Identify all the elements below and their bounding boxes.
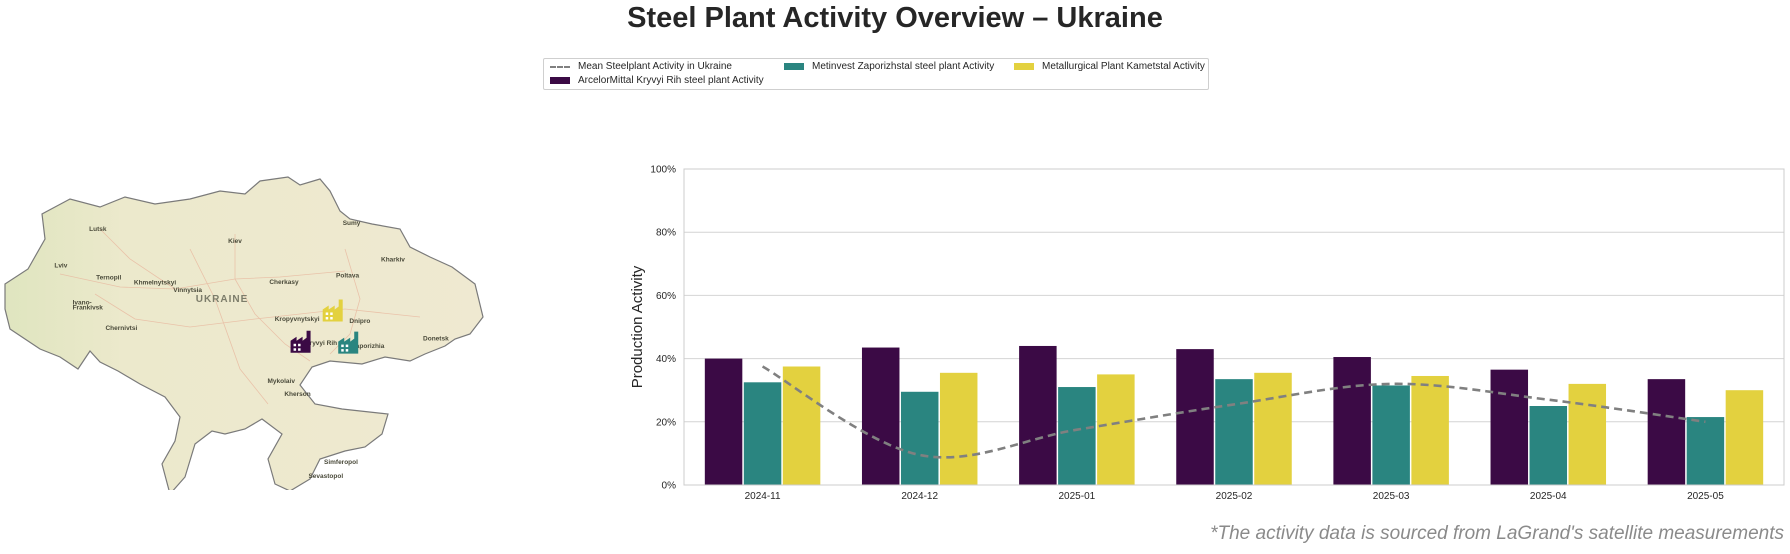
bar-kametstal-2025-01 [1097,374,1135,485]
bar-kametstal-2025-05 [1725,390,1764,485]
legend-dash-mean [550,66,570,68]
map-city-label: Dnipro [349,318,370,325]
map-city-label: Khmelnytskyi [134,280,176,287]
map-city-label: Mykolaiv [267,378,295,385]
data-source-footnote: *The activity data is sourced from LaGra… [1210,523,1784,544]
map-city-label: Poltava [336,273,360,280]
bar-metinvest-2025-03 [1372,385,1410,485]
map-city-label: Donetsk [423,336,449,343]
ukraine-map: Kiev Kharkiv Lviv Lutsk Ternopil Khmelnytskyi… [4,176,484,490]
map-city-label: Kharkiv [381,257,405,264]
y-tick-label: 80% [656,228,676,239]
chart-legend: Mean Steelplant Activity in Ukraine Arce… [543,58,1209,90]
x-tick-label: 2025-01 [1059,491,1096,502]
legend-label-arcelor: ArcelorMittal Kryvyi Rih steel plant Act… [578,75,764,86]
map-city-label: Kryvyi Rih [305,340,337,347]
map-city-label: Ivano- [73,300,92,307]
legend-label-kametstal: Metallurgical Plant Kametstal Activity [1042,61,1205,72]
bar-arcelor-2025-04 [1490,369,1529,485]
factory-icon-metinvest [338,331,359,354]
map-city-label: Ternopil [96,274,121,281]
bar-arcelor-2025-05 [1647,379,1686,485]
map-city-label: Frankivsk [73,304,104,311]
map-city-label: Lutsk [89,226,107,233]
factory-icon-kametstal [322,299,343,322]
map-city-label: Cherkasy [269,279,299,286]
bar-metinvest-2025-01 [1058,387,1096,485]
map-city-label: Sumy [343,220,361,227]
bar-arcelor-2025-01 [1019,345,1057,485]
map-city-label: Kropyvnytskyi [275,316,320,323]
mean-activity-line [761,365,1706,459]
legend-swatch-kametstal [1014,63,1034,70]
map-city-label: Vinnytsia [173,287,202,294]
bar-arcelor-2025-02 [1176,349,1214,485]
bar-metinvest-2025-02 [1215,379,1253,485]
bar-arcelor-2025-03 [1333,357,1371,485]
x-tick-label: 2025-05 [1687,491,1724,502]
y-axis-label: Production Activity [629,265,646,388]
map-city-label: Zaporizhia [352,343,385,350]
y-tick-label: 0% [662,481,677,492]
bar-metinvest-2025-05 [1686,417,1725,485]
map-country-label: UKRAINE [196,294,249,305]
y-tick-label: 20% [656,417,676,428]
x-axis-ticks: 2024-11 2024-12 2025-01 2025-02 2025-03 2025-… [745,491,1725,502]
y-axis-ticks: 0% 20% 40% 60% 80% 100% [650,165,676,492]
x-tick-label: 2024-12 [901,491,938,502]
y-tick-label: 100% [650,165,676,176]
legend-label-mean: Mean Steelplant Activity in Ukraine [578,61,732,72]
map-city-label: Sevastopol [308,473,343,480]
map-plants [290,299,359,354]
bar-metinvest-2025-04 [1529,406,1568,485]
factory-icon-arcelor [290,330,311,353]
bar-metinvest-2024-12 [900,391,939,485]
x-tick-label: 2024-11 [745,491,781,502]
chart-bars [704,345,1764,485]
map-city-label: Simferopol [324,459,358,466]
bar-kametstal-2025-04 [1568,383,1607,485]
plot-frame [683,168,1785,486]
bar-kametstal-2024-12 [939,372,978,485]
bar-arcelor-2024-12 [861,347,900,485]
legend-swatch-metinvest [784,63,804,70]
y-tick-label: 60% [656,291,676,302]
bar-arcelor-2024-11 [704,358,743,485]
y-tick-label: 40% [656,354,676,365]
ukraine-outline [4,176,484,490]
page-title: Steel Plant Activity Overview – Ukraine [627,2,1163,34]
legend-swatch-arcelor [550,77,570,84]
map-city-label: Kiev [228,238,242,245]
legend-label-metinvest: Metinvest Zaporizhstal steel plant Activ… [812,61,995,72]
map-city-label: Lviv [54,263,67,270]
bar-kametstal-2025-02 [1254,372,1292,485]
map-cities: Kiev Kharkiv Lviv Lutsk Ternopil Khmelnytskyi… [54,220,449,480]
map-city-label: Kherson [284,391,310,398]
map-city-label: Chernivtsi [105,325,137,332]
bar-kametstal-2024-11 [782,366,821,485]
bar-metinvest-2024-11 [743,382,782,485]
bar-chart: 0% 20% 40% 60% 80% 100% 2024-11 2024-12 2025-01… [629,165,1785,502]
x-tick-label: 2025-03 [1373,491,1410,502]
x-tick-label: 2025-04 [1530,491,1567,502]
bar-kametstal-2025-03 [1411,375,1449,485]
x-tick-label: 2025-02 [1216,491,1253,502]
